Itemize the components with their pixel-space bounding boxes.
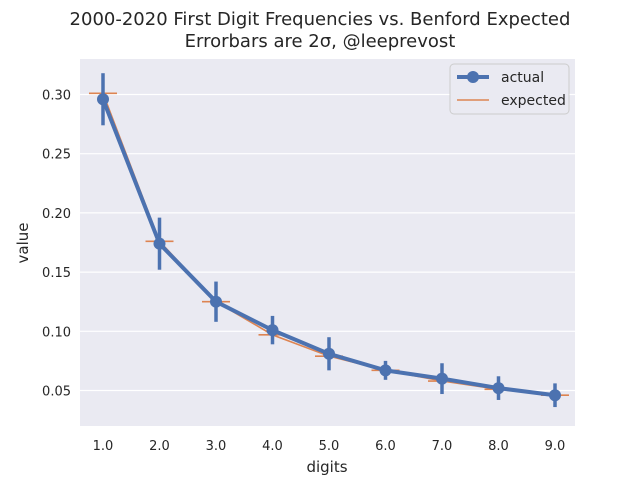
legend-actual-label: actual — [501, 70, 544, 86]
x-tick-label: 3.0 — [206, 439, 227, 454]
actual-point — [97, 93, 109, 106]
x-axis-label: digits — [306, 458, 347, 476]
x-tick-label: 9.0 — [545, 439, 566, 454]
x-tick-label: 7.0 — [432, 439, 453, 454]
y-axis-label: value — [14, 223, 32, 264]
actual-point — [153, 237, 166, 250]
y-tick-label: 0.15 — [42, 266, 71, 281]
actual-point — [266, 324, 279, 337]
chart-subtitle: Errorbars are 2σ, @leeprevost — [185, 31, 456, 52]
x-tick-label: 4.0 — [262, 439, 283, 454]
y-tick-label: 0.30 — [42, 89, 71, 104]
actual-point — [436, 372, 448, 385]
y-tick-label: 0.05 — [42, 384, 71, 399]
x-tick-labels: 1.0 2.0 3.0 4.0 5.0 6.0 7.0 8.0 9.0 — [93, 439, 566, 454]
y-tick-label: 0.20 — [42, 207, 71, 222]
y-tick-label: 0.10 — [42, 325, 71, 340]
actual-point — [379, 364, 392, 377]
x-tick-label: 1.0 — [93, 439, 114, 454]
actual-point — [549, 389, 561, 402]
x-tick-label: 2.0 — [149, 439, 170, 454]
x-tick-label: 8.0 — [488, 439, 509, 454]
legend-expected-label: expected — [501, 93, 566, 109]
actual-point — [210, 295, 222, 308]
legend-actual-marker — [467, 71, 479, 83]
chart-title: 2000-2020 First Digit Frequencies vs. Be… — [70, 9, 571, 30]
y-tick-label: 0.25 — [42, 148, 71, 163]
x-tick-label: 6.0 — [375, 439, 396, 454]
x-tick-label: 5.0 — [319, 439, 340, 454]
actual-point — [492, 382, 505, 395]
actual-point — [323, 347, 335, 360]
legend: actual expected — [449, 63, 570, 115]
y-tick-labels: 0.05 0.10 0.15 0.20 0.25 0.30 — [42, 89, 71, 400]
series-actual — [97, 73, 561, 408]
